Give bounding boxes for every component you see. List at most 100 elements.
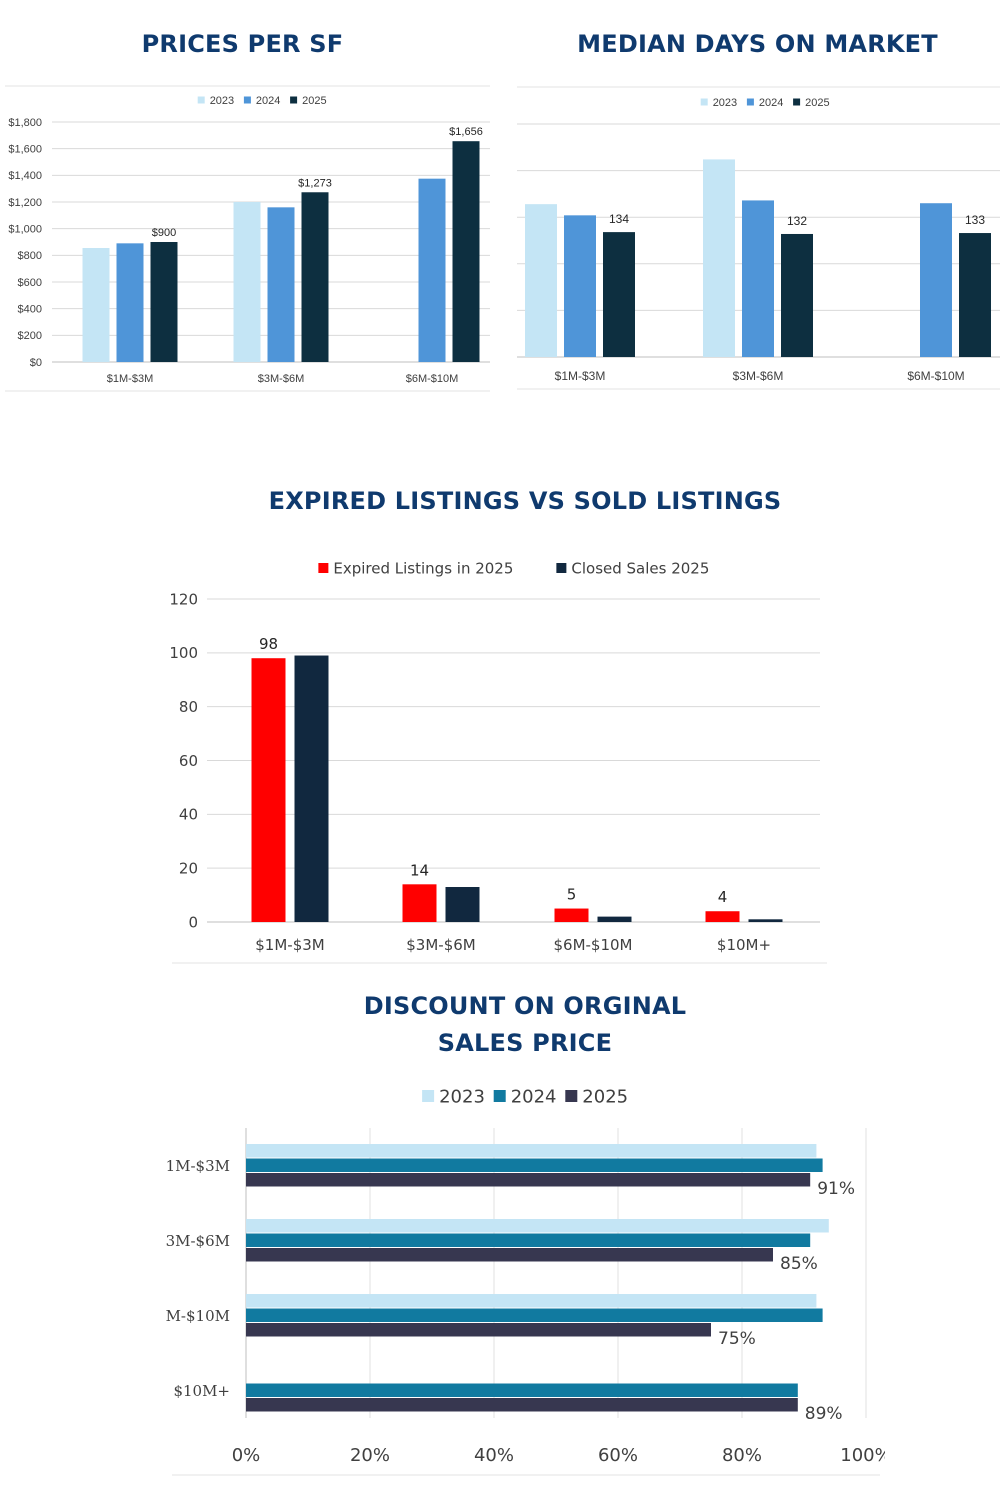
bar-2025-6m-10m (452, 141, 480, 362)
bar-2024-m-10m (246, 1308, 823, 1322)
expired-vs-sold-title: EXPIRED LISTINGS VS SOLD LISTINGS (268, 487, 782, 515)
data-label: 14 (410, 861, 429, 879)
bar-2023-m-10m (246, 1294, 817, 1308)
x-tick-label: $3M-$6M (406, 936, 475, 954)
legend-label-closed-sales-2025: Closed Sales 2025 (571, 559, 709, 577)
bar-closed-sales-2025-1m-3m (294, 655, 329, 922)
bar-closed-sales-2025-6m-10m (597, 916, 632, 922)
bar-2023-3m-6m (246, 1219, 829, 1233)
y-tick-label: 3M-$6M (166, 1232, 230, 1250)
bar-2023-3m-6m (233, 202, 261, 362)
y-tick-label: $1,600 (8, 144, 42, 156)
discount-title-line2: SALES PRICE (437, 1029, 613, 1057)
data-label: 132 (787, 214, 807, 228)
legend-swatch-2025 (290, 96, 298, 104)
legend-label-2025: 2025 (302, 95, 326, 107)
legend-swatch-2024 (243, 96, 251, 104)
bar-2025-m-10m (246, 1323, 711, 1337)
bar-2024-1m-3m (564, 215, 596, 357)
legend-swatch-2023 (700, 98, 708, 106)
legend-label-2024: 2024 (511, 1086, 557, 1107)
x-tick-label: 20% (350, 1445, 390, 1466)
bar-2024-3m-6m (246, 1233, 811, 1247)
y-tick-label: 1M-$3M (166, 1157, 230, 1175)
legend-label-2023: 2023 (713, 97, 737, 109)
y-tick-label: $1,000 (8, 224, 42, 236)
x-tick-label: $6M-$10M (406, 373, 459, 385)
bar-2024-6m-10m (920, 203, 952, 357)
data-label: $1,273 (298, 177, 332, 189)
bar-expired-listings-in-2025-3m-6m (402, 884, 437, 922)
y-tick-label: $800 (18, 250, 42, 262)
legend-swatch-2023 (422, 1090, 435, 1102)
bar-2024-6m-10m (418, 178, 446, 362)
x-tick-label: $6M-$10M (553, 936, 632, 954)
discount-title: DISCOUNT ON ORGINAL SALES PRICE (250, 988, 800, 1062)
data-label: 89% (805, 1404, 843, 1424)
bar-2025-6m-10m (959, 233, 991, 357)
bar-2025-1m-3m (150, 242, 178, 362)
data-label: 91% (817, 1179, 855, 1199)
data-label: 85% (780, 1254, 818, 1274)
bar-2024-3m-6m (742, 200, 774, 357)
legend-label-2025: 2025 (582, 1086, 628, 1107)
bar-2025-3m-6m (781, 233, 813, 357)
legend-label-2024: 2024 (256, 95, 280, 107)
data-label: 5 (567, 886, 577, 904)
bar-2024-1m-3m (246, 1158, 823, 1172)
bar-2024-10m (246, 1383, 798, 1397)
legend-swatch-2024 (746, 98, 754, 106)
x-tick-label: $1M-$3M (107, 373, 153, 385)
x-tick-label: 40% (474, 1445, 514, 1466)
legend-label-2023: 2023 (210, 95, 234, 107)
bar-closed-sales-2025-3m-6m (445, 887, 480, 922)
bar-2023-1m-3m (525, 204, 557, 357)
prices-per-sf-title: PRICES PER SF (141, 30, 344, 58)
y-tick-label: 120 (169, 590, 198, 608)
x-tick-label: $10M+ (717, 936, 771, 954)
x-tick-label: $3M-$6M (733, 369, 784, 383)
bar-2025-3m-6m (246, 1248, 773, 1262)
median-days-chart: 2023 2024 2025 134 $1M-$3M 132 $3M-$6M 133 $6M-$… (517, 86, 1000, 390)
bar-2024-1m-3m (116, 243, 144, 362)
legend-swatch-closed-sales-2025 (556, 563, 567, 573)
data-label: 75% (718, 1329, 756, 1349)
discount-chart: 2023 2024 2025 0% 20% 40% 60% 80% 100% 91% 1M-$3M 8… (166, 1086, 885, 1476)
data-label: 134 (609, 212, 629, 226)
y-tick-label: 100 (169, 644, 198, 662)
bar-2025-1m-3m (603, 232, 635, 357)
y-tick-label: $10M+ (173, 1382, 230, 1400)
bar-2023-1m-3m (246, 1144, 817, 1158)
legend-swatch-2023 (197, 96, 205, 104)
y-tick-label: $1,400 (8, 170, 42, 182)
legend-swatch-2025 (793, 98, 801, 106)
legend-label-2025: 2025 (805, 97, 829, 109)
expired-vs-sold-chart: Expired Listings in 2025 Closed Sales 202… (169, 559, 827, 964)
bar-expired-listings-in-2025-6m-10m (554, 908, 589, 922)
bar-2025-3m-6m (301, 192, 329, 362)
bar-expired-listings-in-2025-10m (705, 911, 740, 922)
x-tick-label: 0% (232, 1445, 261, 1466)
y-tick-label: 80 (179, 698, 198, 716)
y-tick-label: $1,200 (8, 197, 42, 209)
data-label: $1,656 (449, 126, 483, 138)
bar-2023-3m-6m (703, 159, 735, 357)
y-tick-label: 60 (179, 752, 198, 770)
data-label: 4 (718, 888, 728, 906)
data-label: 98 (259, 635, 278, 653)
data-label: 133 (965, 213, 985, 227)
bar-expired-listings-in-2025-1m-3m (251, 658, 286, 922)
x-tick-label: 100% (840, 1445, 885, 1466)
bar-2024-3m-6m (267, 207, 295, 362)
y-tick-label: M-$10M (166, 1307, 230, 1325)
y-tick-label: $400 (18, 304, 42, 316)
discount-title-line1: DISCOUNT ON ORGINAL (363, 992, 687, 1020)
legend-swatch-expired-listings-in-2025 (318, 563, 329, 573)
x-tick-label: $1M-$3M (255, 936, 324, 954)
bar-2025-10m (246, 1398, 798, 1412)
median-days-title: MEDIAN DAYS ON MARKET (577, 30, 938, 58)
legend-label-expired-listings-in-2025: Expired Listings in 2025 (333, 559, 513, 577)
bar-2025-1m-3m (246, 1173, 811, 1187)
legend-swatch-2024 (493, 1090, 506, 1102)
legend-label-2023: 2023 (439, 1086, 485, 1107)
